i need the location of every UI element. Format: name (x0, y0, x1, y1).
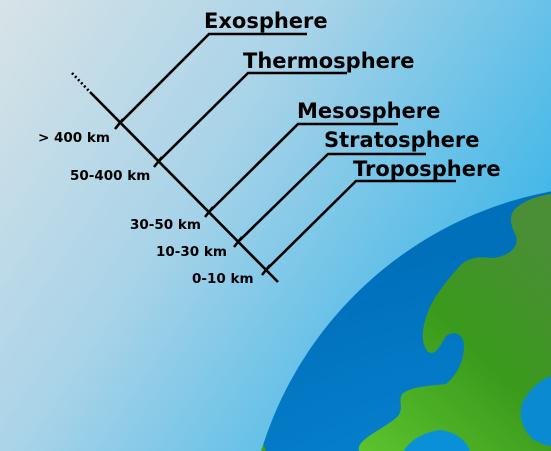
layer-names: Exosphere Thermosphere Mesosphere Strato… (204, 9, 501, 181)
altitude-label-stratosphere: 10-30 km (156, 244, 227, 260)
altitude-label-troposphere: 0-10 km (192, 271, 254, 287)
leader-troposphere (265, 179, 456, 271)
layer-name-mesosphere: Mesosphere (297, 99, 440, 123)
layer-name-troposphere: Troposphere (353, 157, 501, 181)
altitude-labels: > 400 km 50-400 km 30-50 km 10-30 km 0-1… (38, 130, 254, 287)
leader-thermosphere (157, 71, 347, 163)
axis-line (89, 91, 279, 283)
layer-name-stratosphere: Stratosphere (324, 128, 479, 152)
altitude-label-mesosphere: 30-50 km (130, 217, 201, 233)
altitude-label-thermosphere: 50-400 km (70, 168, 150, 184)
earth (245, 191, 551, 451)
continent-right (358, 194, 551, 451)
leader-stratosphere (237, 152, 426, 243)
leader-exosphere (118, 32, 307, 125)
layer-name-exosphere: Exosphere (204, 9, 328, 33)
leader-mesosphere (208, 122, 398, 213)
layer-name-thermosphere: Thermosphere (243, 49, 415, 73)
altitude-label-exosphere: > 400 km (38, 130, 110, 146)
ocean-bay (520, 376, 551, 446)
leader-lines (118, 32, 456, 271)
ocean-inlet (404, 430, 470, 451)
